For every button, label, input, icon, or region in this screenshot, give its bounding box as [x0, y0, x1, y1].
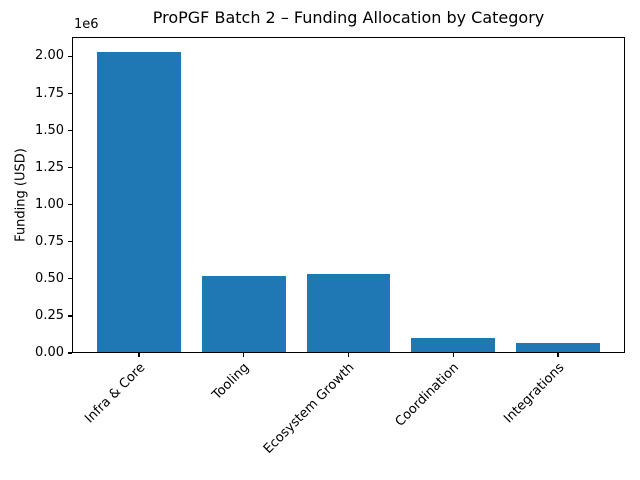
plot-border [72, 37, 625, 353]
y-tick-mark [68, 315, 72, 317]
y-axis-offset-label: 1e6 [74, 17, 99, 32]
x-tick-label: Infra & Core [81, 360, 148, 427]
y-tick-label: 0.50 [35, 270, 64, 286]
y-tick-mark [68, 278, 72, 280]
y-tick-mark [68, 130, 72, 132]
y-tick-mark [68, 204, 72, 206]
x-tick-mark [243, 353, 245, 357]
y-tick-label: 1.25 [35, 159, 64, 175]
bar [306, 274, 391, 353]
x-tick-label: Coordination [392, 360, 463, 430]
y-tick-label: 0.75 [35, 233, 64, 249]
bar [516, 343, 600, 353]
bar [201, 275, 286, 353]
y-tick-label: 1.75 [35, 85, 64, 101]
x-tick-mark [347, 353, 350, 357]
bar [411, 338, 496, 353]
y-tick-mark [68, 167, 72, 169]
y-tick-label: 1.50 [35, 122, 64, 138]
y-tick-mark [68, 55, 72, 58]
x-tick-mark [452, 353, 454, 357]
y-tick-label: 0.25 [35, 307, 64, 323]
y-tick-mark [68, 352, 72, 354]
plot-area [72, 37, 625, 353]
y-tick-mark [68, 92, 72, 95]
y-tick-label: 2.00 [35, 48, 64, 64]
x-tick-label: Integrations [500, 360, 567, 427]
x-tick-mark [138, 353, 140, 357]
y-tick-label: 1.00 [35, 196, 64, 212]
x-tick-label: Ecosystem Growth [260, 360, 358, 457]
x-tick-label: Tooling [209, 360, 253, 403]
y-tick-mark [68, 241, 72, 243]
bar [97, 52, 181, 353]
x-tick-mark [557, 353, 559, 357]
y-tick-label: 0.00 [35, 345, 64, 360]
chart-title: ProPGF Batch 2 – Funding Allocation by C… [152, 8, 545, 27]
